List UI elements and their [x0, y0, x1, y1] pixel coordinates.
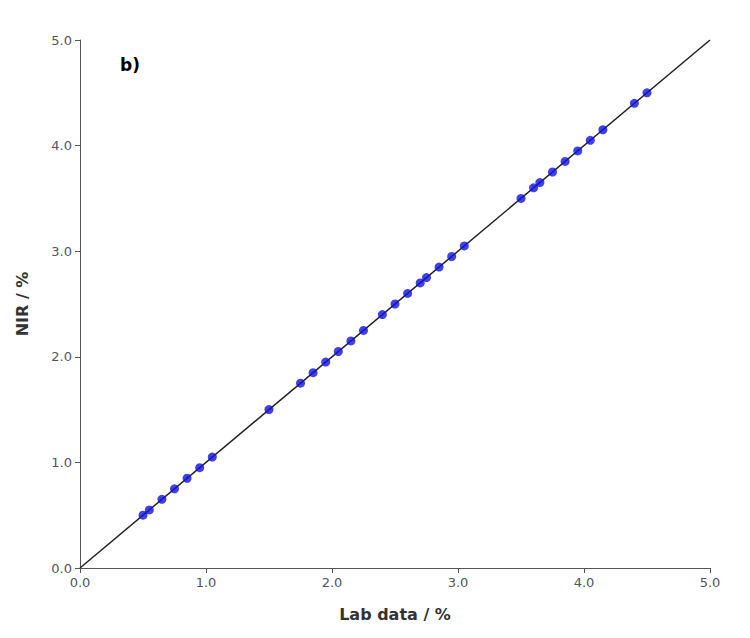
svg-text:2.0: 2.0 [51, 349, 72, 364]
svg-text:3.0: 3.0 [448, 575, 469, 590]
svg-text:4.0: 4.0 [51, 138, 72, 153]
svg-text:0.0: 0.0 [51, 561, 72, 576]
svg-text:5.0: 5.0 [51, 33, 72, 48]
svg-text:NIR / %: NIR / % [13, 272, 32, 337]
svg-text:0.0: 0.0 [70, 575, 91, 590]
svg-text:3.0: 3.0 [51, 244, 72, 259]
svg-text:Lab data / %: Lab data / % [339, 605, 451, 624]
svg-text:5.0: 5.0 [700, 575, 721, 590]
svg-text:2.0: 2.0 [322, 575, 343, 590]
svg-text:b): b) [120, 55, 140, 75]
svg-text:4.0: 4.0 [574, 575, 595, 590]
svg-text:1.0: 1.0 [196, 575, 217, 590]
svg-text:1.0: 1.0 [51, 455, 72, 470]
